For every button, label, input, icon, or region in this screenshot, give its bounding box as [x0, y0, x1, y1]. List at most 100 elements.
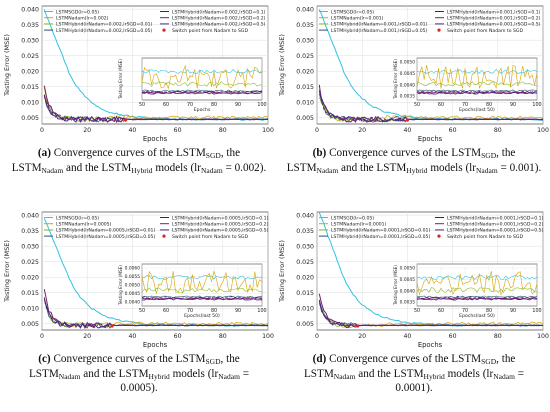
caption-text: LSTM	[303, 367, 334, 380]
y-axis-label: Testing Error (MSE)	[3, 34, 11, 97]
caption-sub: Nadam	[41, 165, 64, 175]
legend-label: LSTMHybrid(lrNadam=0.0001,lrSGD=0.01)	[331, 228, 430, 234]
x-axis-label: Epochs	[418, 341, 443, 349]
caption-text: LSTM	[28, 367, 59, 380]
panel-b: 0.040 0.035 0.030 0.025 0.020 0.015 0.010 0.005…	[275, 0, 550, 206]
y-tick-label: 0.035	[296, 22, 314, 29]
inset-series-line	[416, 274, 538, 280]
legend-label: LSTMNadam(lr=0.0001)	[331, 222, 387, 228]
caption-text: Convergence curves of the LSTM	[50, 353, 206, 365]
x-tick-label: 20	[83, 127, 91, 134]
legend-swatch	[437, 234, 441, 238]
inset-series-line	[141, 270, 263, 294]
legend-label: LSTMHybrid(lrNadam=0.001,lrSGD=0.2)	[447, 16, 541, 22]
legend-label: LSTMHybrid(lrNadam=0.0005,lrSGD=0.1)	[172, 215, 269, 221]
y-tick-label: 0.030	[21, 37, 39, 44]
x-axis-label: Epochs	[418, 135, 443, 143]
x-tick-label: 0	[315, 127, 319, 134]
legend-label: LSTMHybrid(lrNadam=0.0001,lrSGD=0.5)	[447, 228, 544, 234]
caption-label: (a)	[37, 147, 51, 159]
inset-x-tick-label: 70	[187, 102, 193, 108]
legend-label: LSTMHybrid(lrNadam=0.001,lrSGD=0.05)	[331, 28, 428, 34]
legend-swatch	[162, 234, 166, 238]
legend-swatch	[437, 28, 441, 32]
chart-c: 0.040 0.035 0.030 0.025 0.020 0.015 0.010 0.005…	[3, 211, 274, 349]
y-tick-label: 0.015	[296, 84, 314, 91]
caption-sub: Hybrid	[406, 165, 428, 175]
inset-x-tick-label: 50	[414, 102, 420, 108]
inset-x-tick-label: 80	[211, 102, 217, 108]
inset-y-tick-label: 0.0040	[125, 300, 141, 306]
x-tick-label: 80	[494, 127, 502, 134]
x-tick-label: 40	[403, 333, 411, 340]
inset-series-line	[416, 287, 538, 294]
inset-x-tick-label: 50	[139, 102, 145, 108]
y-tick-label: 0.030	[296, 37, 314, 44]
y-tick-label: 0.040	[21, 6, 39, 13]
legend-label: LSTMSGD(lr=0.05)	[331, 9, 374, 15]
inset-y-tick-label: 0.0050	[400, 60, 416, 66]
x-tick-label: 80	[219, 333, 227, 340]
y-tick-label: 0.010	[296, 99, 314, 106]
y-tick-label: 0.010	[21, 99, 39, 106]
inset-series-line	[141, 91, 263, 95]
inset-x-tick-label: 80	[486, 102, 492, 108]
series-line	[318, 90, 544, 123]
x-tick-label: 60	[449, 127, 457, 134]
inset-y-tick-label: 0.0050	[125, 283, 141, 289]
inset-y-tick-label: 0.0060	[125, 266, 141, 272]
caption-sub: Nadam	[218, 371, 240, 381]
inset-x-tick-label: 100	[532, 102, 541, 108]
caption-text: Convergence curves of the LSTM	[50, 147, 206, 159]
chart-b: 0.040 0.035 0.030 0.025 0.020 0.015 0.010 0.005…	[278, 5, 549, 143]
x-tick-label: 40	[403, 127, 411, 134]
x-tick-label: 20	[83, 333, 91, 340]
inset-series-line	[141, 64, 263, 90]
inset-y-tick-label: 0.0035	[400, 94, 416, 100]
switch-point-marker	[356, 324, 360, 328]
panel-d: 0.040 0.035 0.030 0.025 0.020 0.015 0.010 0.005…	[275, 206, 550, 412]
inset-y-axis-label: Testing Error (MSE)	[118, 59, 123, 100]
x-tick-label: 20	[358, 127, 366, 134]
inset-x-tick-label: 90	[510, 308, 516, 314]
caption-text: 0.0005).	[120, 382, 158, 395]
x-tick-label: 60	[174, 127, 182, 134]
inset-x-tick-label: 60	[438, 102, 444, 108]
x-tick-label: 60	[174, 333, 182, 340]
x-tick-label: 80	[494, 333, 502, 340]
inset-x-tick-label: 90	[510, 102, 516, 108]
y-tick-label: 0.010	[21, 305, 39, 312]
inset-series-line	[416, 92, 538, 95]
inset-y-axis-label: Testing Error (MSE)	[393, 265, 398, 306]
legend-label: LSTMHybrid(lrNadam=0.001,lrSGD=0.1)	[447, 9, 541, 15]
caption-text: = 0.002).	[222, 161, 267, 174]
inset-x-tick-label: 60	[438, 308, 444, 314]
inset-series-line	[141, 298, 263, 301]
legend-label: Switch point from Nadam to SGD	[447, 234, 523, 240]
caption-text: , the	[496, 353, 516, 365]
x-axis-label: Epochs	[143, 135, 168, 143]
caption-sub: Nadam	[58, 371, 81, 381]
caption-sub: Hybrid	[131, 165, 153, 175]
x-tick-label: 20	[358, 333, 366, 340]
inset-series-line	[416, 298, 538, 301]
caption-sub: SGD	[205, 357, 221, 366]
inset-series-line	[141, 287, 263, 293]
y-axis-label: Testing Error (MSE)	[278, 240, 286, 303]
y-tick-label: 0.035	[21, 228, 39, 235]
inset-x-tick-label: 60	[163, 308, 169, 314]
legend-label: LSTMHybrid(lrNadam=0.002,lrSGD=0.5)	[172, 22, 266, 28]
legend-label: LSTMNadam(lr=0.002)	[56, 16, 109, 22]
y-tick-label: 0.030	[21, 243, 39, 250]
switch-point-marker	[124, 118, 128, 122]
inset-x-tick-label: 100	[257, 308, 266, 314]
y-tick-label: 0.040	[21, 212, 39, 219]
inset-x-tick-label: 50	[139, 308, 145, 314]
series-line	[43, 87, 269, 123]
caption-sub: Hybrid	[148, 371, 170, 381]
y-tick-label: 0.005	[21, 321, 39, 328]
inset-x-tick-label: 80	[486, 308, 492, 314]
legend-label: LSTMHybrid(lrNadam=0.001,lrSGD=0.5)	[447, 22, 541, 28]
caption-sub: Nadam	[493, 371, 515, 381]
caption-sub: Nadam	[201, 165, 223, 175]
